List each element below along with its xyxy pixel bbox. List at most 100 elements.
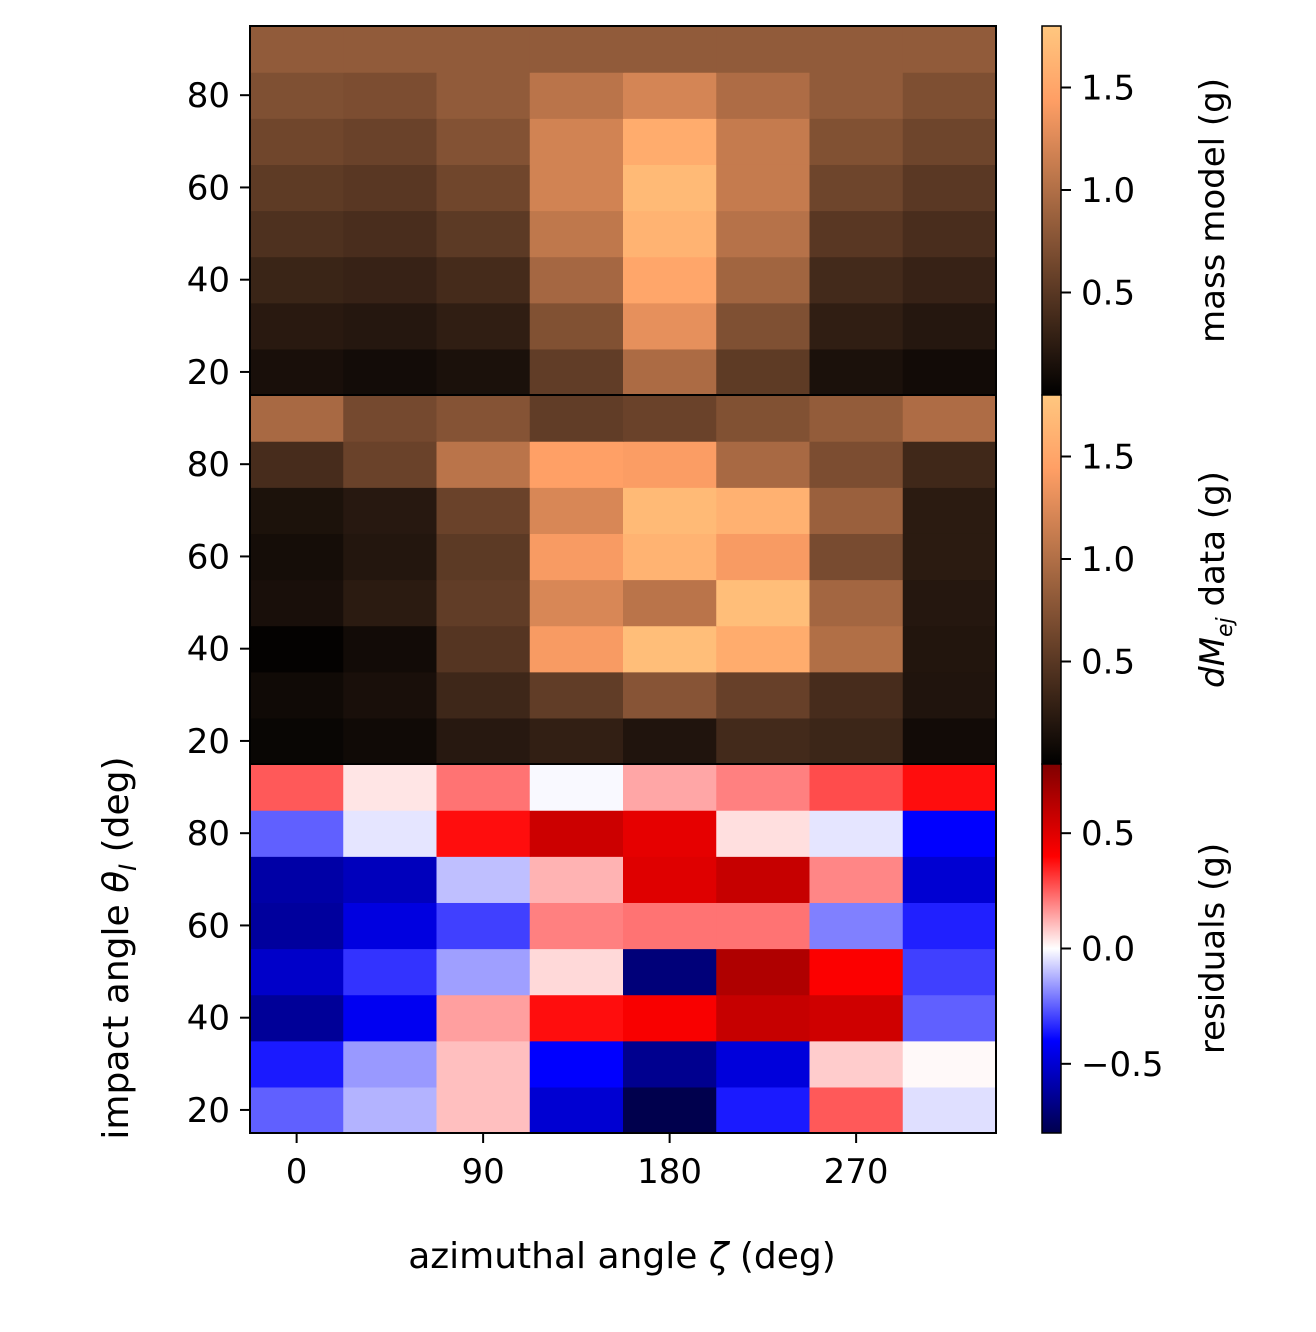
heatmap-cell <box>809 164 904 212</box>
heatmap-cell <box>343 210 438 258</box>
y-tick-label: 20 <box>187 1091 230 1131</box>
heatmap-cell <box>809 441 904 488</box>
heatmap-cell <box>716 164 811 212</box>
heatmap-cell <box>343 118 438 165</box>
heatmap-cell <box>436 348 531 396</box>
heatmap-cell <box>716 533 811 581</box>
heatmap-cell <box>902 717 997 765</box>
heatmap-cell <box>436 764 531 811</box>
heatmap-cell <box>436 948 531 996</box>
heatmap-cell <box>250 994 344 1042</box>
heatmap-cell <box>250 348 344 396</box>
heatmap-cell <box>623 395 717 442</box>
heatmap-cell <box>716 395 811 442</box>
heatmap-cell <box>716 856 811 903</box>
colorbar-tick-label: −0.5 <box>1081 1045 1164 1085</box>
heatmap-cell <box>436 533 531 581</box>
heatmap-cell <box>716 1086 811 1134</box>
heatmap-cell <box>529 348 624 396</box>
axis-ticks: 20 40 60 80 20 40 60 80 20 40 60 80 0 90 180 270 <box>187 76 889 1192</box>
heatmap-cell <box>623 856 717 903</box>
colorbar-tick-label: 1.5 <box>1081 69 1135 109</box>
y-tick-label: 20 <box>187 353 230 393</box>
heatmap-cell <box>436 717 531 765</box>
heatmap-cell <box>436 625 531 673</box>
heatmap-cell <box>250 1040 344 1088</box>
heatmap-cell <box>623 72 717 119</box>
heatmap-cell <box>623 717 717 765</box>
heatmap-cell <box>343 856 438 903</box>
heatmap-cell <box>902 994 997 1042</box>
heatmap-cell <box>250 625 344 673</box>
heatmap-cell <box>809 948 904 996</box>
heatmap-cell <box>250 26 344 73</box>
heatmap-cell <box>623 579 717 627</box>
heatmap-cell <box>529 118 624 165</box>
colorbar-tick-label: 0.5 <box>1081 643 1135 683</box>
heatmap-cell <box>809 902 904 950</box>
heatmap-cell <box>250 902 344 950</box>
heatmap-cell <box>250 256 344 304</box>
heatmap-cell <box>529 487 624 534</box>
colorbar-label: mass model (g) <box>1193 78 1233 343</box>
heatmap-cell <box>623 26 717 73</box>
colorbar-tick-label: 0.5 <box>1081 274 1135 314</box>
heatmap-cell <box>529 579 624 627</box>
heatmap-cell <box>343 164 438 212</box>
heatmap-cell <box>902 302 997 350</box>
heatmap-cell <box>250 72 344 119</box>
heatmap-cell <box>250 671 344 719</box>
heatmap-cell <box>436 441 531 488</box>
heatmap-cell <box>529 256 624 304</box>
heatmap-cell <box>902 1086 997 1134</box>
heatmap-cell <box>809 994 904 1042</box>
heatmap-cell <box>902 902 997 950</box>
heatmap-cell <box>436 994 531 1042</box>
heatmap-cell <box>436 118 531 165</box>
heatmap-cell <box>250 210 344 258</box>
heatmap-cell <box>250 948 344 996</box>
heatmap-cell <box>716 810 811 857</box>
heatmap-cell <box>436 256 531 304</box>
heatmap-cell <box>716 72 811 119</box>
heatmap-cell <box>250 441 344 488</box>
heatmap-cell <box>716 764 811 811</box>
heatmap-cell <box>902 810 997 857</box>
heatmap-cell <box>809 764 904 811</box>
heatmap-cell <box>902 579 997 627</box>
heatmap-cell <box>902 625 997 673</box>
heatmap-cell <box>716 625 811 673</box>
heatmap-cell <box>902 671 997 719</box>
heatmap-cell <box>436 72 531 119</box>
heatmap-cell <box>902 118 997 165</box>
colorbar-gradient <box>1041 763 1062 1134</box>
heatmap-cell <box>250 164 344 212</box>
heatmap-cell <box>436 1086 531 1134</box>
heatmap-cell <box>436 810 531 857</box>
colorbar-label: dMej data (g) <box>1193 471 1238 688</box>
heatmap-cell <box>343 256 438 304</box>
heatmap-cell <box>343 948 438 996</box>
heatmap-cell <box>529 1086 624 1134</box>
heatmap-cell <box>250 717 344 765</box>
heatmap-cell <box>343 994 438 1042</box>
heatmap-cell <box>809 810 904 857</box>
heatmap-cell <box>809 579 904 627</box>
y-tick-label: 60 <box>187 168 230 208</box>
heatmap-cell <box>623 256 717 304</box>
heatmap-cell <box>716 717 811 765</box>
heatmap-cell <box>809 856 904 903</box>
colorbar-gradient <box>1041 25 1062 396</box>
heatmap-cell <box>809 625 904 673</box>
heatmap-cell <box>529 948 624 996</box>
heatmap-cell <box>343 1086 438 1134</box>
heatmap-cell <box>623 441 717 488</box>
heatmap-cell <box>623 902 717 950</box>
heatmap-cell <box>902 948 997 996</box>
heatmap-cell <box>343 625 438 673</box>
heatmap-cell <box>343 348 438 396</box>
heatmap-cell <box>436 164 531 212</box>
heatmap-cell <box>529 26 624 73</box>
heatmap-cell <box>623 210 717 258</box>
